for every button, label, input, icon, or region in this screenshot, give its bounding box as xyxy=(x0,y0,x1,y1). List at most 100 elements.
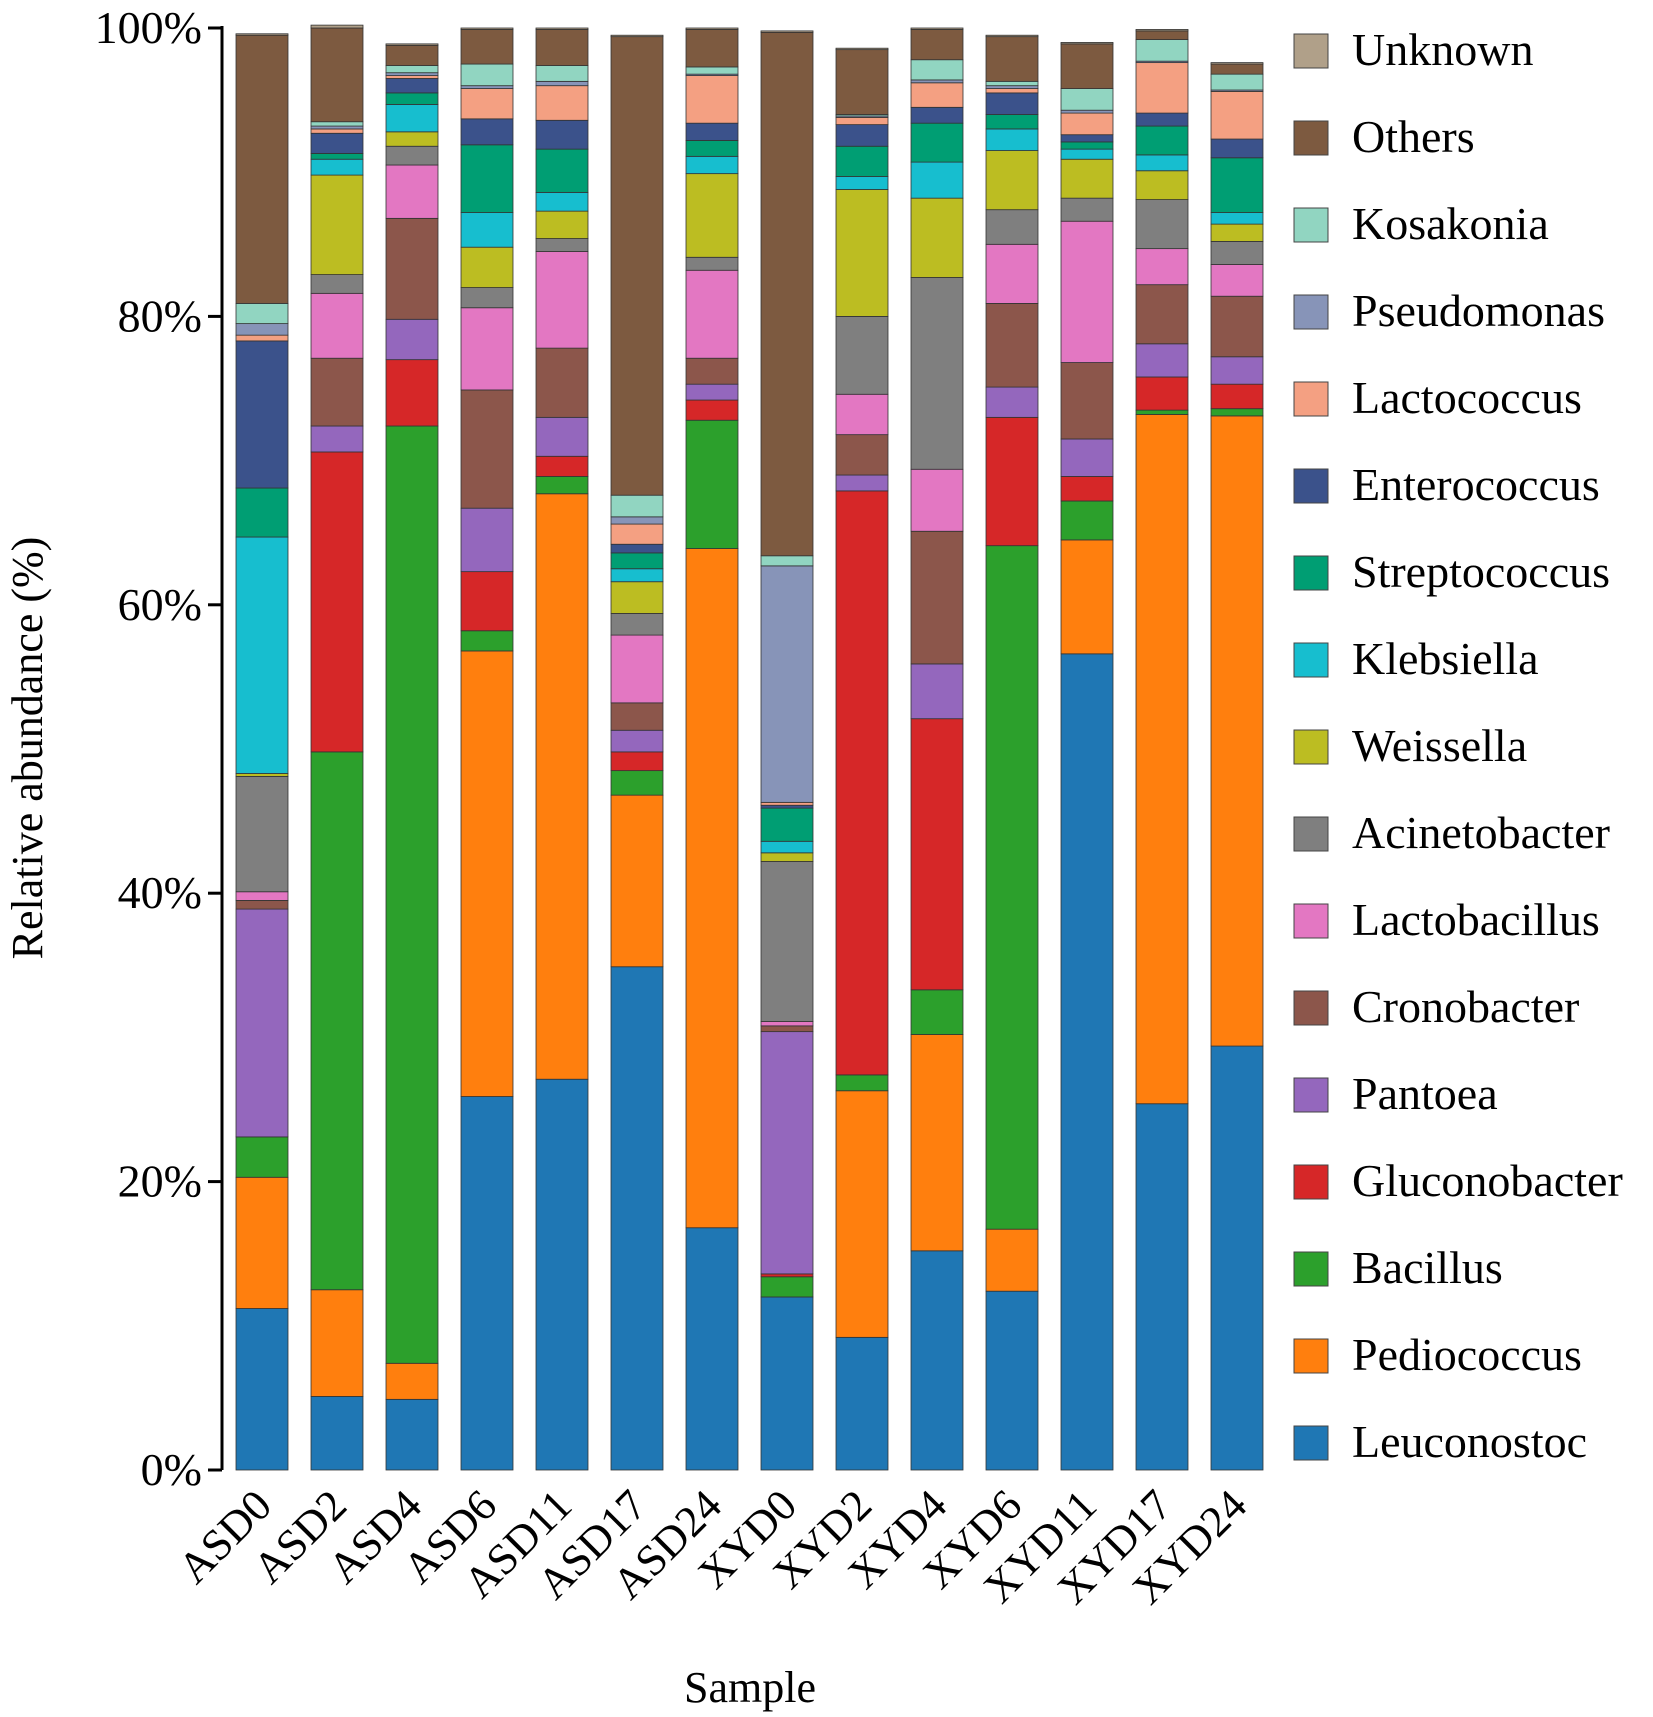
bar-segment-kosakonia-asd0 xyxy=(235,303,289,325)
legend-item-gluconobacter: Gluconobacter xyxy=(1293,1155,1623,1206)
bar-segment-weissella-xyd6 xyxy=(985,150,1039,211)
legend-item-bacillus: Bacillus xyxy=(1293,1242,1503,1293)
legend-swatch xyxy=(1293,468,1329,504)
bar-segment-enterococcus-asd4 xyxy=(385,78,439,94)
bar-segment-acinetobacter-xyd6 xyxy=(985,209,1039,245)
bar-segment-acinetobacter-asd2 xyxy=(310,274,364,294)
bar-segment-pediococcus-xyd4 xyxy=(910,1034,964,1252)
bar-segment-lactobacillus-asd0 xyxy=(235,891,289,901)
bar-segment-leuconostoc-asd2 xyxy=(310,1396,364,1471)
bar-segment-streptococcus-xyd6 xyxy=(985,114,1039,130)
legend-swatch xyxy=(1293,729,1329,765)
legend-item-weissella: Weissella xyxy=(1293,720,1527,771)
bar-segment-cronobacter-asd2 xyxy=(310,357,364,427)
bar-segment-cronobacter-xyd6 xyxy=(985,303,1039,388)
legend-swatch xyxy=(1293,33,1329,69)
bar-segment-pseudomonas-xyd0 xyxy=(760,565,814,803)
bars-layer xyxy=(235,24,1264,1471)
bar-segment-acinetobacter-xyd11 xyxy=(1060,197,1114,222)
bar-segment-cronobacter-xyd24 xyxy=(1210,295,1264,358)
bar-segment-gluconobacter-asd24 xyxy=(685,399,739,421)
bar-segment-weissella-xyd4 xyxy=(910,197,964,278)
bar-segment-gluconobacter-asd17 xyxy=(610,751,664,772)
bar-segment-gluconobacter-xyd11 xyxy=(1060,476,1114,502)
bar-segment-others-asd2 xyxy=(310,27,364,123)
legend-label: Cronobacter xyxy=(1352,981,1579,1032)
bar-segment-leuconostoc-asd4 xyxy=(385,1398,439,1471)
bar-segment-enterococcus-xyd6 xyxy=(985,92,1039,115)
bar-segment-unknown-asd4 xyxy=(385,43,439,46)
bar-segment-lactobacillus-asd2 xyxy=(310,292,364,359)
bar-segment-enterococcus-xyd24 xyxy=(1210,138,1264,159)
bar-segment-gluconobacter-asd2 xyxy=(310,451,364,753)
bar-segment-gluconobacter-xyd6 xyxy=(985,416,1039,547)
bar-segment-enterococcus-asd0 xyxy=(235,340,289,489)
bar-segment-bacillus-xyd2 xyxy=(835,1074,889,1092)
legend-swatch xyxy=(1293,1077,1329,1113)
bar-segment-klebsiella-xyd24 xyxy=(1210,212,1264,225)
bar-segment-leuconostoc-asd24 xyxy=(685,1227,739,1471)
bar-stack-xyd6 xyxy=(985,34,1039,1471)
bar-segment-lactococcus-xyd6 xyxy=(985,88,1039,94)
bar-segment-others-xyd0 xyxy=(760,31,814,557)
legend-swatch xyxy=(1293,120,1329,156)
bar-segment-bacillus-asd2 xyxy=(310,751,364,1291)
bar-segment-streptococcus-asd6 xyxy=(460,144,514,213)
bar-segment-acinetobacter-xyd4 xyxy=(910,277,964,470)
bar-segment-streptococcus-xyd2 xyxy=(835,145,889,177)
bar-segment-klebsiella-xyd17 xyxy=(1135,154,1189,172)
bar-segment-lactobacillus-xyd17 xyxy=(1135,248,1189,286)
y-axis-title: Relative abundance (%) xyxy=(3,537,52,960)
y-tick-label: 60% xyxy=(118,579,202,630)
bar-segment-streptococcus-asd4 xyxy=(385,92,439,105)
bar-segment-gluconobacter-xyd17 xyxy=(1135,376,1189,411)
legend-swatch xyxy=(1293,990,1329,1026)
bar-segment-pediococcus-asd24 xyxy=(685,548,739,1229)
legend-item-pseudomonas: Pseudomonas xyxy=(1293,285,1605,336)
bar-segment-enterococcus-xyd17 xyxy=(1135,112,1189,127)
legend-item-pantoea: Pantoea xyxy=(1293,1068,1498,1119)
bar-segment-lactobacillus-xyd4 xyxy=(910,468,964,532)
bar-segment-leuconostoc-asd17 xyxy=(610,966,664,1471)
bar-segment-unknown-asd17 xyxy=(610,34,664,38)
bar-segment-klebsiella-xyd6 xyxy=(985,128,1039,151)
bar-segment-klebsiella-asd11 xyxy=(535,191,589,212)
bar-segment-leuconostoc-asd0 xyxy=(235,1308,289,1471)
bar-stack-asd2 xyxy=(310,24,364,1471)
bar-segment-pseudomonas-xyd6 xyxy=(985,85,1039,89)
bar-stack-asd17 xyxy=(610,34,664,1471)
bar-segment-pantoea-asd0 xyxy=(235,908,289,1138)
bar-segment-streptococcus-asd11 xyxy=(535,148,589,193)
bar-segment-lactococcus-xyd24 xyxy=(1210,91,1264,140)
bar-segment-lactococcus-asd17 xyxy=(610,523,664,545)
bar-segment-others-xyd11 xyxy=(1060,43,1114,89)
bar-segment-bacillus-asd11 xyxy=(535,476,589,495)
bar-segment-unknown-xyd17 xyxy=(1135,29,1189,32)
legend-label: Pantoea xyxy=(1352,1068,1498,1119)
bar-segment-others-asd4 xyxy=(385,44,439,66)
bar-segment-pseudomonas-asd17 xyxy=(610,516,664,525)
bar-segment-lactococcus-xyd17 xyxy=(1135,62,1189,114)
bar-segment-lactococcus-xyd4 xyxy=(910,82,964,108)
bar-segment-pantoea-asd2 xyxy=(310,425,364,453)
bar-segment-streptococcus-xyd24 xyxy=(1210,157,1264,213)
bar-segment-cronobacter-xyd4 xyxy=(910,530,964,665)
bar-segment-streptococcus-xyd4 xyxy=(910,122,964,163)
bar-segment-lactococcus-asd11 xyxy=(535,85,589,121)
legend-swatch xyxy=(1293,207,1329,243)
bar-segment-weissella-xyd0 xyxy=(760,852,814,862)
bar-stack-xyd0 xyxy=(760,30,814,1471)
legend-item-kosakonia: Kosakonia xyxy=(1293,198,1549,249)
bar-segment-pantoea-asd24 xyxy=(685,383,739,401)
bar-segment-weissella-asd11 xyxy=(535,210,589,239)
bar-segment-unknown-xyd6 xyxy=(985,34,1039,38)
bar-stack-asd0 xyxy=(235,33,289,1471)
bar-segment-gluconobacter-asd11 xyxy=(535,455,589,477)
bar-segment-pantoea-xyd2 xyxy=(835,474,889,492)
legend-swatch xyxy=(1293,1338,1329,1374)
bar-segment-cronobacter-asd6 xyxy=(460,389,514,509)
bar-segment-lactococcus-asd0 xyxy=(235,334,289,342)
legend-label: Acinetobacter xyxy=(1352,807,1610,858)
bar-segment-lactobacillus-asd6 xyxy=(460,307,514,391)
